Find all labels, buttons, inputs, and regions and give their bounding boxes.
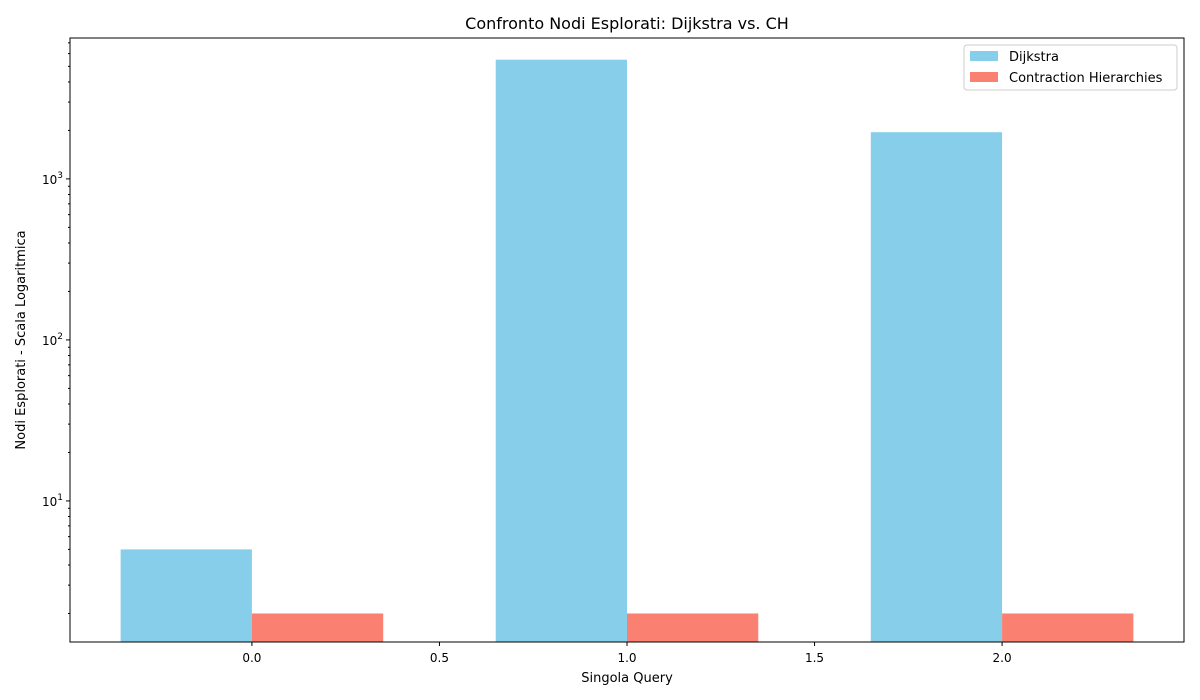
y-tick-label: 103 [42,171,63,187]
bars-group [120,59,1134,642]
legend-label-ch: Contraction Hierarchies [1009,71,1163,86]
legend-frame [963,44,1178,91]
x-tick-label: 0.5 [430,651,449,665]
legend-swatch-ch [970,72,998,82]
y-axis-label: Nodi Esplorati - Scala Logaritmica [14,230,29,449]
y-tick-label: 101 [42,493,63,509]
bar-ch-1 [627,613,759,642]
bar-dijkstra-0 [120,549,252,642]
bar-ch-2 [1002,613,1134,642]
y-axis: 101 102 103 [42,42,70,614]
legend-label-dijkstra: Dijkstra [1009,50,1059,65]
bar-ch-0 [251,613,384,642]
x-tick-label: 2.0 [993,651,1012,665]
chart-title: Confronto Nodi Esplorati: Dijkstra vs. C… [465,14,789,33]
x-tick-label: 0.0 [242,651,261,665]
x-axis: 0.0 0.5 1.0 1.5 2.0 [242,642,1012,665]
x-tick-label: 1.5 [805,651,824,665]
bar-dijkstra-1 [495,59,627,642]
legend: Dijkstra Contraction Hierarchies [963,44,1178,91]
y-tick-label: 102 [42,332,63,348]
x-axis-label: Singola Query [581,671,673,686]
bar-dijkstra-2 [870,132,1003,642]
x-tick-label: 1.0 [617,651,636,665]
legend-swatch-dijkstra [970,51,998,61]
